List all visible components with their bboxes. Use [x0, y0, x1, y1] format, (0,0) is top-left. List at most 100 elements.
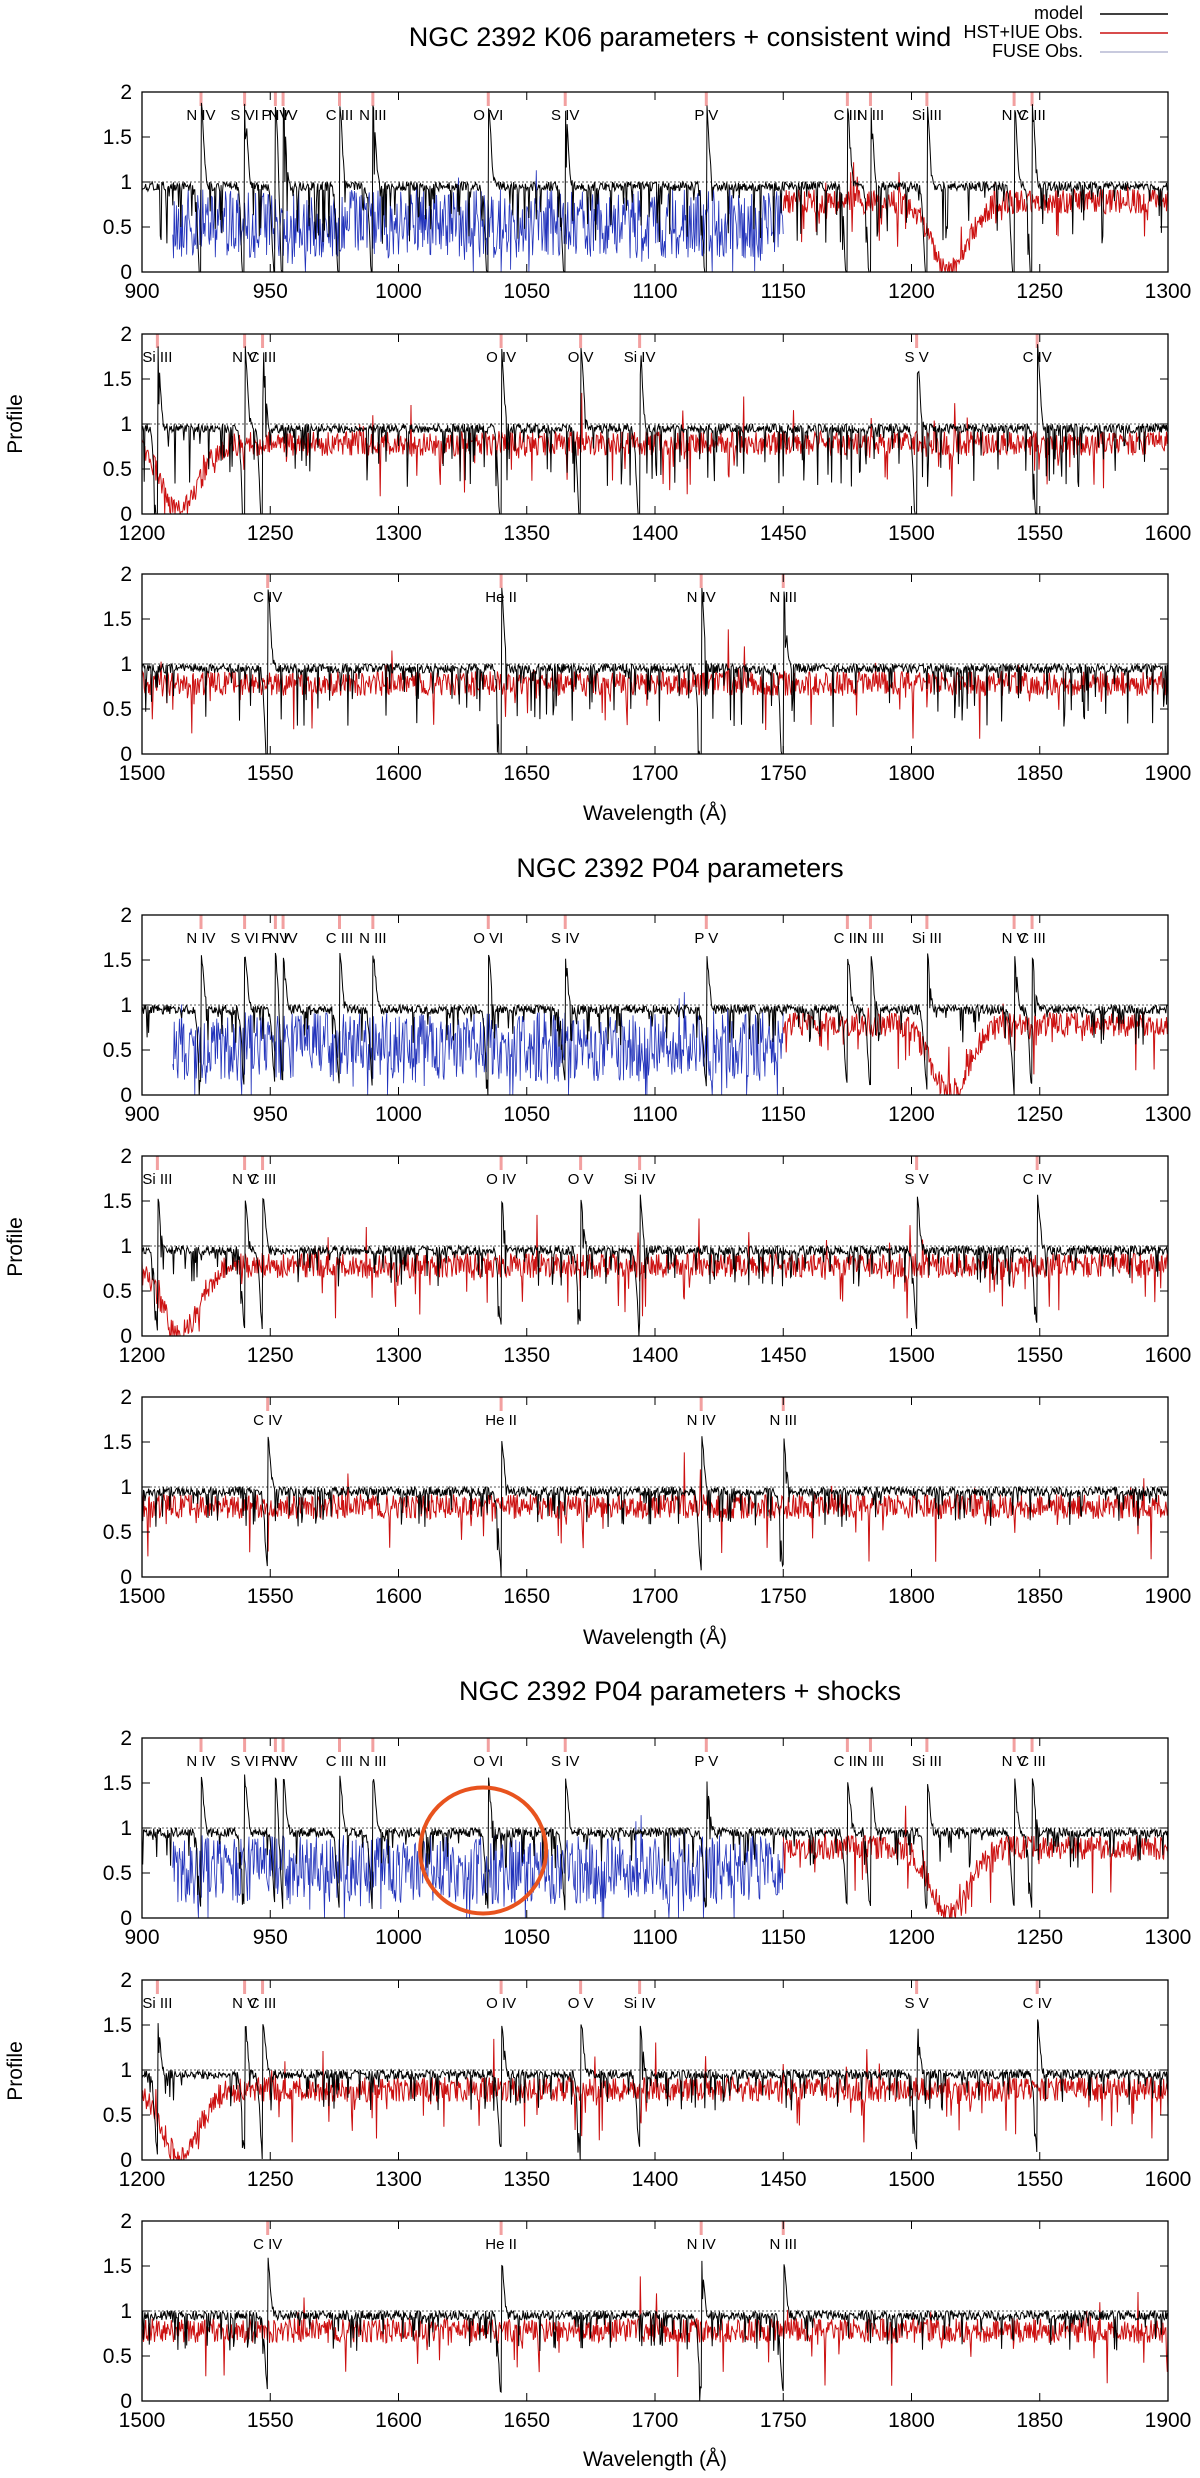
legend-label: model [1034, 3, 1083, 23]
x-tick-label: 1700 [632, 2409, 679, 2432]
x-tick-label: 1750 [760, 1585, 807, 1608]
x-tick-label: 1600 [375, 1585, 422, 1608]
x-tick-label: 1150 [761, 1103, 806, 1126]
spectrum-chart-2: NGC 2392 P04 parameters Profile Wavelength… [4, 853, 1191, 1649]
x-tick-label: 1500 [888, 2168, 935, 2191]
spectral-line-label: O IV [486, 349, 516, 366]
y-tick-label: 0.5 [103, 1039, 132, 1062]
hst-iue-observation-line [142, 1452, 1168, 1562]
x-tick-label: 950 [253, 280, 288, 303]
x-tick-label: 1450 [760, 2168, 807, 2191]
panel-plot-area [142, 1156, 1168, 1336]
x-tick-label: 1050 [503, 1926, 550, 1949]
y-axis-label: Profile [4, 394, 27, 454]
highlight-circle [418, 1785, 549, 1916]
x-tick-label: 1450 [760, 1344, 807, 1367]
x-tick-label: 950 [253, 1103, 288, 1126]
x-tick-label: 1200 [119, 522, 166, 545]
x-axis-label: Wavelength (Å) [583, 802, 727, 825]
model-line [142, 1774, 1168, 1911]
panel-plot-area [142, 574, 1168, 754]
x-tick-label: 1250 [1016, 1103, 1063, 1126]
y-tick-label: 0 [120, 2390, 132, 2413]
spectral-line-label: O IV [486, 1171, 516, 1188]
spectral-line-label: S V [905, 1171, 929, 1188]
x-tick-label: 900 [124, 1103, 159, 1126]
spectrum-panel: 0 0.5 1 1.5 2 1200 1250 1300 1350 1400 1450 1500 155… [103, 323, 1192, 545]
spectral-line-label: S V [905, 349, 929, 366]
x-tick-label: 1100 [632, 280, 677, 303]
legend-label: FUSE Obs. [992, 41, 1083, 61]
y-tick-label: 1.5 [103, 2255, 132, 2278]
x-tick-label: 1800 [888, 1585, 935, 1608]
model-line [142, 2019, 1168, 2160]
x-tick-label: 1500 [119, 1585, 166, 1608]
fuse-observation-line [172, 1815, 784, 1918]
spectral-line-label: He II [485, 589, 517, 606]
x-tick-label: 1200 [888, 280, 935, 303]
y-tick-label: 0 [120, 261, 132, 284]
panel-plot-area [142, 334, 1168, 514]
spectral-line-label: S VI [230, 107, 258, 124]
spectral-line-label: S IV [551, 107, 579, 124]
spectral-line-label: O V [568, 1995, 594, 2012]
x-tick-label: 1500 [119, 762, 166, 785]
y-tick-label: 1 [120, 2059, 132, 2082]
x-tick-label: 1050 [503, 1103, 550, 1126]
spectral-line-label: He II [485, 1412, 517, 1429]
x-tick-label: 1250 [247, 522, 294, 545]
y-tick-label: 0.5 [103, 216, 132, 239]
spectral-line-label: N IV [186, 107, 215, 124]
spectral-line-label: N III [857, 930, 885, 947]
x-tick-label: 1100 [632, 1926, 677, 1949]
spectrum-chart-1: NGC 2392 K06 parameters + consistent win… [4, 22, 1191, 825]
spectral-line-label: N V [1002, 1753, 1027, 1770]
y-tick-label: 1 [120, 171, 132, 194]
spectrum-panel: 0 0.5 1 1.5 2 1200 1250 1300 1350 1400 1450 1500 155… [103, 1145, 1192, 1367]
panel-plot-area [142, 2221, 1168, 2401]
x-tick-label: 1900 [1145, 1585, 1192, 1608]
y-tick-label: 0 [120, 503, 132, 526]
x-tick-label: 950 [253, 1926, 288, 1949]
x-tick-label: 1900 [1145, 762, 1192, 785]
spectral-line-label: C III [249, 349, 277, 366]
y-tick-label: 2 [120, 1145, 132, 1168]
x-tick-label: 1500 [119, 2409, 166, 2432]
y-tick-label: 0 [120, 1084, 132, 1107]
chart-title: NGC 2392 P04 parameters + shocks [459, 1676, 901, 1706]
spectral-line-label: S IV [551, 930, 579, 947]
spectral-line-label: C III [326, 930, 354, 947]
panel-plot-area [142, 1738, 1168, 1918]
y-tick-label: 1.5 [103, 368, 132, 391]
x-tick-label: 1650 [503, 762, 550, 785]
spectral-line-label: N V [1002, 930, 1027, 947]
spectral-line-label: C IV [1023, 349, 1052, 366]
x-tick-label: 1650 [503, 2409, 550, 2432]
x-tick-label: 1100 [632, 1103, 677, 1126]
spectral-line-label: O VI [473, 930, 503, 947]
panel-plot-area [142, 1980, 1168, 2160]
y-tick-label: 0.5 [103, 1280, 132, 1303]
spectral-line-label: Si IV [624, 1171, 656, 1188]
spectral-line-label: P V [694, 1753, 718, 1770]
spectral-line-label: C III [249, 1171, 277, 1188]
y-tick-label: 0 [120, 2149, 132, 2172]
y-tick-label: 0.5 [103, 2104, 132, 2127]
spectral-line-label: P IV [261, 107, 289, 124]
spectrum-panel: 0 0.5 1 1.5 2 1500 1550 1600 1650 1700 1750 1800 185… [103, 1386, 1192, 1608]
spectral-line-label: N III [359, 1753, 387, 1770]
x-tick-label: 1250 [247, 1344, 294, 1367]
hst-iue-observation-line [142, 629, 1168, 739]
legend-label: HST+IUE Obs. [963, 22, 1083, 42]
spectral-line-label: N III [359, 107, 387, 124]
spectrum-panel: 0 0.5 1 1.5 2 900 950 1000 1050 1100 1150 1200 1250 1… [103, 904, 1192, 1126]
y-tick-label: 2 [120, 904, 132, 927]
y-tick-label: 1.5 [103, 949, 132, 972]
spectral-line-label: C IV [1023, 1171, 1052, 1188]
spectral-line-label: P V [694, 107, 718, 124]
model-line [142, 587, 1168, 754]
spectral-line-label: N IV [687, 2236, 716, 2253]
hst-iue-observation-line [142, 1214, 1168, 1336]
y-tick-label: 0.5 [103, 1862, 132, 1885]
spectrum-panel: 0 0.5 1 1.5 2 900 950 1000 1050 1100 1150 1200 1250 1… [103, 1727, 1192, 1949]
